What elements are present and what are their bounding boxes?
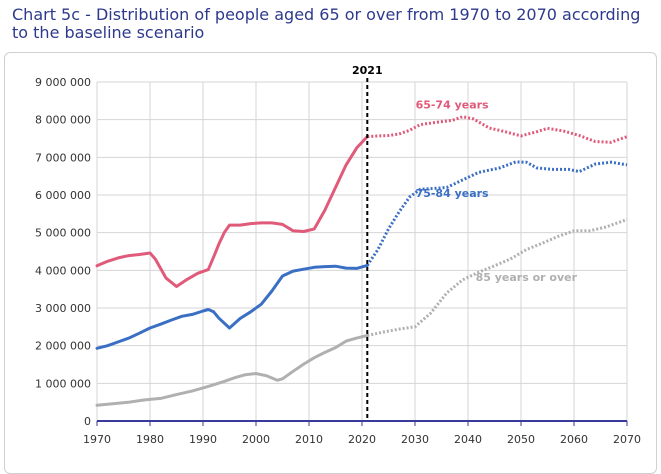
x-tick-label: 2010 — [295, 433, 323, 446]
y-tick-label: 2 000 000 — [35, 340, 91, 353]
series-label: 85 years or over — [476, 271, 578, 284]
series-label: 75-84 years — [416, 187, 489, 200]
chart-title: Chart 5c - Distribution of people aged 6… — [12, 5, 641, 42]
y-tick-label: 9 000 000 — [35, 76, 91, 89]
y-tick-label: 6 000 000 — [35, 189, 91, 202]
y-tick-label: 8 000 000 — [35, 114, 91, 127]
series-line-historical — [95, 263, 369, 350]
x-tick-label: 2030 — [401, 433, 429, 446]
x-tick-label: 2050 — [507, 433, 535, 446]
series-line-historical — [95, 135, 369, 288]
x-tick-label: 2000 — [242, 433, 270, 446]
x-tick-label: 1970 — [83, 433, 111, 446]
x-tick-label: 1990 — [189, 433, 217, 446]
x-tick-label: 1980 — [136, 433, 164, 446]
series-line-projection — [366, 160, 628, 267]
y-tick-label: 5 000 000 — [35, 227, 91, 240]
y-tick-label: 1 000 000 — [35, 377, 91, 390]
series-line-historical — [95, 334, 369, 407]
series-line-projection — [367, 115, 628, 144]
x-tick-label: 2020 — [348, 433, 376, 446]
chart-series — [95, 115, 628, 407]
chart-labels: 65-74 years 75-84 years 85 years or over 20… — [352, 64, 578, 421]
chart-grid — [96, 81, 628, 421]
y-tick-label: 4 000 000 — [35, 264, 91, 277]
chart-axes: 1970 1980 1990 2000 2010 2020 2030 2040 2050 2060… — [35, 76, 641, 446]
x-tick-label: 2070 — [613, 433, 641, 446]
x-tick-label: 2040 — [454, 433, 482, 446]
series-label: 65-74 years — [416, 98, 489, 111]
y-tick-label: 3 000 000 — [35, 302, 91, 315]
y-tick-label: 7 000 000 — [35, 151, 91, 164]
x-tick-label: 2060 — [560, 433, 588, 446]
year-marker-label: 2021 — [352, 64, 383, 77]
y-tick-label: 0 — [84, 415, 91, 428]
